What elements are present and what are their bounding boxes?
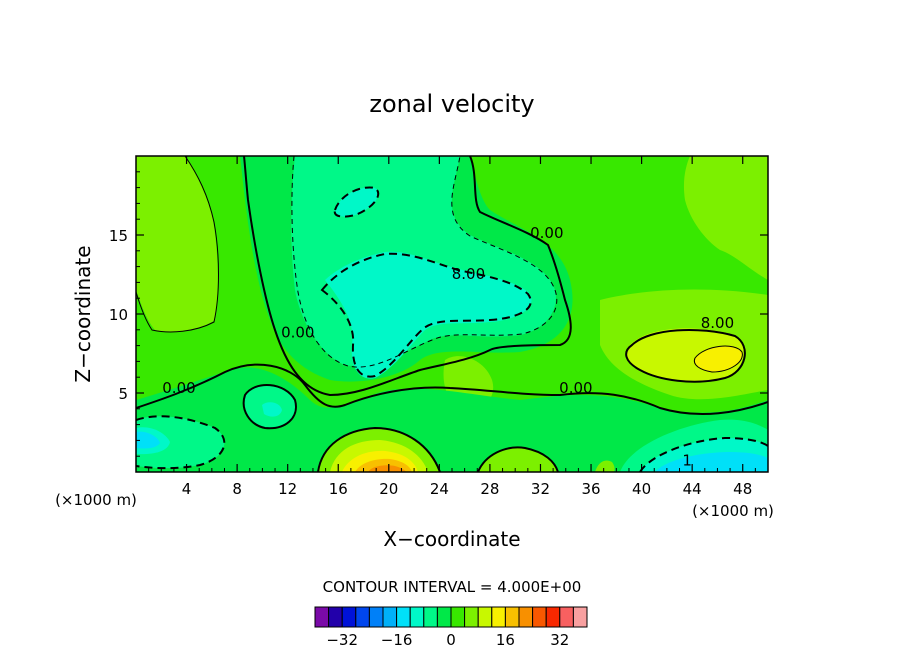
contour-right-min	[639, 436, 768, 472]
region-right-min-core	[655, 452, 768, 472]
region-upper-left-light	[136, 156, 218, 332]
colorbar-tick-label: −32	[326, 631, 358, 649]
region-upper-right-light	[683, 156, 768, 280]
colorbar-tick-label: 32	[550, 631, 569, 649]
x-axis: 4 8 12 16 20 24 28 32 36 40 44 48	[148, 156, 756, 498]
contour-label: 8.00	[452, 265, 485, 283]
y-tick-label: 10	[109, 306, 128, 324]
colorbar-swatch	[423, 606, 438, 628]
x-tick-label: 40	[632, 480, 651, 498]
colorbar: −32 −16 0 16 32	[314, 606, 588, 649]
region-bottom-max-5	[368, 465, 406, 472]
x-tick-label: 48	[733, 480, 752, 498]
x-tick-label: 24	[430, 480, 449, 498]
region-center-jet	[325, 251, 532, 379]
colorbar-swatch	[368, 606, 384, 628]
x-scale-note-left: (×1000 m)	[55, 491, 137, 509]
colorbar-swatch	[341, 606, 357, 628]
contour-bottom-max	[317, 426, 441, 472]
x-tick-label: 36	[581, 480, 600, 498]
colorbar-swatch	[382, 606, 398, 628]
chart-title: zonal velocity	[369, 90, 534, 118]
region-left-min-outer	[136, 416, 225, 469]
x-tick-label: 28	[480, 480, 499, 498]
y-axis: 5 10 15	[109, 171, 768, 457]
x-tick-label: 12	[278, 480, 297, 498]
contour-label: 1	[682, 452, 692, 470]
contour-top-min	[333, 186, 380, 218]
colorbar-swatch	[464, 606, 479, 628]
colorbar-swatch	[314, 606, 330, 628]
colorbar-swatch	[396, 606, 411, 628]
colorbar-swatch	[545, 606, 561, 628]
region-bottom-light-2	[595, 460, 615, 472]
contour-label: 0.00	[281, 324, 314, 342]
contour-labels: 0.00 8.00 8.00 0.00 0.00 0.00 1	[162, 224, 734, 470]
x-tick-label: 4	[182, 480, 192, 498]
contour-interval-label: CONTOUR INTERVAL = 4.000E+00	[323, 578, 582, 596]
contour-label: 8.00	[701, 314, 734, 332]
colorbar-swatch	[409, 606, 425, 628]
region-blob-11-core	[262, 402, 282, 417]
x-tick-label: 44	[683, 480, 702, 498]
contour-right-eight	[625, 328, 746, 383]
colorbar-swatch	[559, 606, 574, 628]
contour-label: 0.00	[530, 224, 563, 242]
colorbar-tick-label: −16	[381, 631, 413, 649]
region-lower-band	[136, 367, 768, 472]
region-right-max	[694, 346, 743, 372]
x-axis-label: X−coordinate	[383, 527, 520, 551]
colorbar-tick-label: 16	[496, 631, 515, 649]
region-bottom-light	[478, 447, 558, 472]
colorbar-swatch	[518, 606, 534, 628]
colorbar-swatch	[504, 606, 520, 628]
x-tick-label: 20	[379, 480, 398, 498]
colorbar-swatch	[572, 606, 588, 628]
colorbar-swatch	[355, 606, 370, 628]
colorbar-swatch	[477, 606, 493, 628]
contour-eight-jet	[320, 252, 532, 378]
y-tick-label: 5	[118, 385, 128, 403]
contour-four-dash	[291, 156, 558, 368]
contour-lines	[136, 156, 768, 472]
x-tick-label: 8	[232, 480, 242, 498]
region-top-min	[334, 187, 379, 217]
region-left-min-core	[136, 431, 160, 449]
contour-thin-left	[136, 156, 219, 333]
y-axis-label: Z−coordinate	[71, 245, 95, 382]
x-tick-label: 16	[329, 480, 348, 498]
contour-zero-lower	[136, 363, 768, 416]
colorbar-swatch	[328, 606, 343, 628]
contour-label: 0.00	[559, 379, 592, 397]
colorbar-swatch	[450, 606, 466, 628]
plot-area: 0.00 8.00 8.00 0.00 0.00 0.00 1	[136, 156, 768, 472]
colorbar-swatch	[532, 606, 547, 628]
x-tick-label: 32	[531, 480, 550, 498]
contour-blob-11	[242, 383, 297, 430]
y-tick-label: 15	[109, 227, 128, 245]
colorbar-swatch	[491, 606, 506, 628]
contour-left-min	[136, 415, 226, 470]
contour-label: 0.00	[162, 379, 195, 397]
contour-bottom-light	[477, 446, 559, 472]
contour-zero-upper	[243, 156, 572, 397]
contour-right-twelve	[693, 345, 743, 373]
colorbar-swatch	[436, 606, 452, 628]
x-scale-note-right: (×1000 m)	[692, 502, 774, 520]
colorbar-tick-label: 0	[446, 631, 456, 649]
